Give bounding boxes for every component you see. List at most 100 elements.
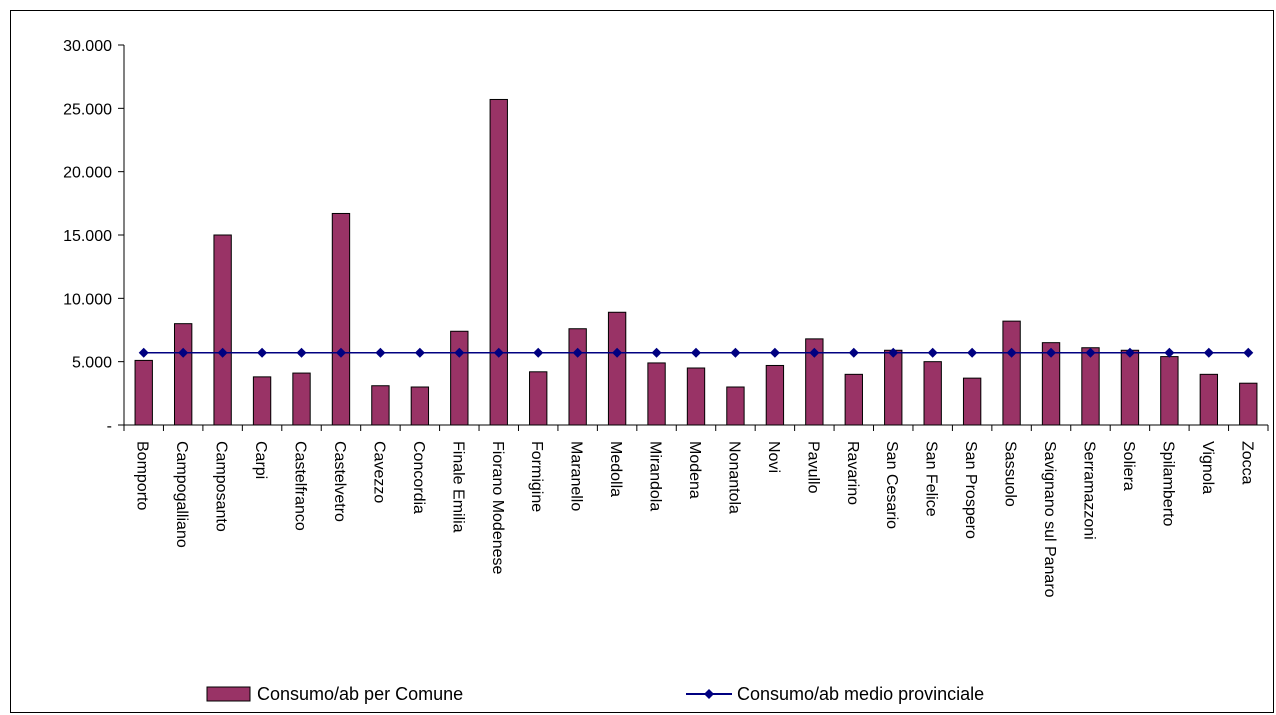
x-tick-label: Carpi	[252, 441, 269, 479]
line-marker	[1203, 347, 1214, 358]
line-marker	[730, 347, 741, 358]
line-marker	[533, 347, 544, 358]
x-tick-label: Maranello	[568, 441, 585, 511]
bar	[1041, 342, 1061, 426]
line-marker	[493, 347, 504, 358]
line-marker	[138, 347, 149, 358]
x-tick-label: Pavullo	[804, 441, 821, 494]
bar	[962, 377, 982, 426]
x-tick-label: Sassuolo	[1002, 441, 1019, 507]
line-marker	[848, 347, 859, 358]
line-marker	[217, 347, 228, 358]
y-tick-label: 15.000	[63, 228, 112, 245]
line-marker	[178, 347, 189, 358]
line-marker	[888, 347, 899, 358]
y-tick-label: 20.000	[63, 165, 112, 182]
bar	[1002, 320, 1021, 426]
bar	[765, 364, 785, 426]
y-tick-label: 5.000	[72, 355, 112, 372]
bar	[410, 386, 430, 426]
x-tick-label: Savignano sul Panaro	[1041, 441, 1058, 598]
x-tick-label: Vignola	[1199, 441, 1216, 494]
line-marker	[296, 347, 307, 358]
line-marker	[454, 347, 465, 358]
bar-series	[134, 98, 1258, 426]
bar	[568, 328, 587, 426]
x-tick-label: Spilamberto	[1159, 441, 1176, 526]
bar	[647, 362, 666, 426]
legend-swatch-marker	[704, 689, 714, 699]
line-marker	[257, 347, 268, 358]
line-marker	[967, 347, 978, 358]
x-tick-label: Novi	[765, 441, 782, 473]
x-tick-label: Finale Emilia	[449, 441, 466, 533]
legend-swatch-bar	[206, 686, 251, 702]
x-tick-label: Soliera	[1120, 441, 1137, 491]
bar	[1160, 356, 1179, 426]
x-tick-label: Formigine	[528, 441, 545, 512]
bar	[489, 98, 508, 426]
bar	[173, 323, 193, 426]
line-marker	[612, 347, 623, 358]
y-tick-label: -	[107, 418, 112, 435]
bar	[923, 361, 942, 426]
x-tick-label: Ravarino	[844, 441, 861, 505]
y-tick-labels: - 5.000 10.000 15.000 20.000 25.000 30.000	[63, 38, 112, 435]
bar	[1199, 373, 1219, 426]
legend-label-bar: Consumo/ab per Comune	[257, 684, 463, 704]
x-tick-label: San Felice	[923, 441, 940, 517]
x-tick-label: Zocca	[1238, 441, 1255, 485]
x-tick-label: Campogalliano	[173, 441, 190, 548]
line-marker	[769, 347, 780, 358]
bar	[292, 372, 311, 426]
x-tick-label: Castelvetro	[331, 441, 348, 522]
line-marker	[691, 347, 701, 358]
x-tick-label: Modena	[686, 441, 703, 499]
line-marker	[414, 347, 425, 358]
x-tick-label: San Prospero	[962, 441, 979, 539]
line-marker	[375, 347, 386, 358]
average-line-series	[138, 347, 1254, 358]
line-marker	[1124, 347, 1135, 358]
bar	[1239, 382, 1258, 426]
x-tick-label: Nonantola	[725, 441, 742, 514]
line-marker	[927, 347, 938, 358]
line-marker	[809, 347, 820, 358]
x-tick-label: Castelfranco	[292, 441, 309, 531]
bar	[1120, 349, 1140, 426]
y-tick-label: 30.000	[63, 38, 112, 55]
line-marker	[1085, 347, 1096, 358]
bar	[607, 311, 627, 426]
bar	[884, 349, 903, 426]
line-marker	[1006, 347, 1017, 358]
line-marker	[1164, 347, 1175, 358]
bar	[134, 359, 153, 426]
bar	[726, 386, 745, 426]
x-tick-label: Cavezzo	[370, 441, 387, 503]
bar	[686, 367, 706, 426]
line-marker	[335, 347, 346, 358]
bar	[844, 373, 863, 426]
bar	[213, 234, 232, 426]
bar	[529, 371, 548, 426]
bar	[331, 212, 351, 426]
x-tick-label: Bomporto	[134, 441, 151, 510]
bar	[1081, 347, 1100, 426]
x-tick-label: Concordia	[410, 441, 427, 514]
legend: Consumo/ab per Comune Consumo/ab medio p…	[206, 684, 984, 704]
bar	[252, 376, 272, 426]
x-tick-label: Fiorano Modenese	[489, 441, 506, 575]
line-marker	[1046, 347, 1057, 358]
bar	[371, 385, 390, 426]
y-tick-label: 25.000	[63, 101, 112, 118]
line-marker	[1243, 347, 1254, 358]
x-tick-label: Mirandola	[647, 441, 664, 511]
bar	[450, 330, 469, 426]
x-tick-label: Camposanto	[213, 441, 230, 532]
x-tick-labels: Bomporto Campogalliano Camposanto Carpi Cast…	[134, 441, 1256, 598]
x-tick-label: San Cesario	[883, 441, 900, 529]
line-marker	[572, 347, 583, 358]
bar	[805, 338, 824, 426]
x-tick-label: Medolla	[607, 441, 624, 497]
